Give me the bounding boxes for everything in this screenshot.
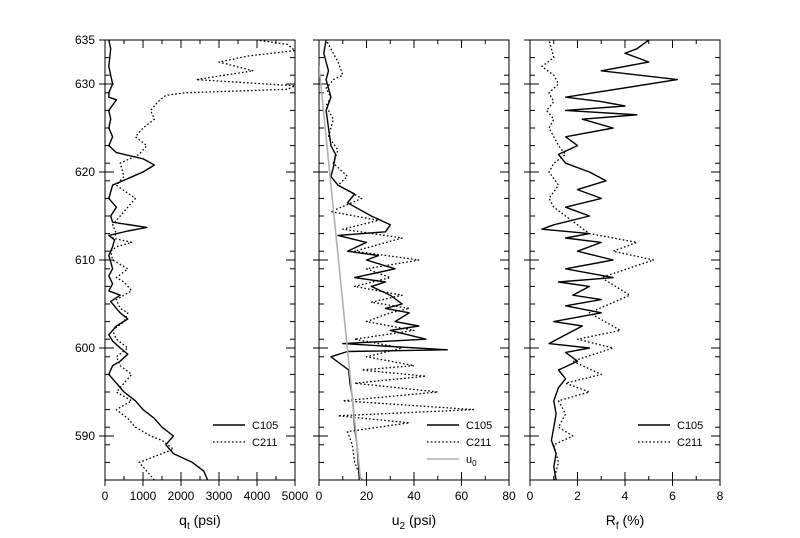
x-axis-title-qt: qt (psi): [179, 512, 221, 532]
legend-label-u2: u0: [466, 454, 477, 468]
x-tick-label: 6: [669, 489, 676, 503]
x-tick-label: 3000: [206, 489, 233, 503]
legend-label-rf: C211: [677, 437, 702, 449]
y-tick-label: 630: [75, 77, 95, 91]
series-line-u2-C211: [325, 40, 475, 480]
series-line-qt-C105: [108, 40, 209, 480]
legend-label-rf: C105: [677, 420, 703, 432]
panel-frame-qt: [104, 39, 296, 481]
legend-label-qt: C211: [252, 437, 277, 449]
x-axis-title-u2: u2 (psi): [392, 512, 436, 532]
y-tick-label: 600: [75, 341, 95, 355]
legend-label-qt: C105: [252, 420, 278, 432]
x-tick-label: 5000: [282, 489, 309, 503]
x-tick-label: 2: [574, 489, 581, 503]
series-line-u2-C105: [323, 40, 448, 480]
x-tick-label: 8: [717, 489, 724, 503]
x-tick-label: 2000: [168, 489, 195, 503]
series-line-u2-u0: [319, 66, 362, 480]
x-tick-label: 4: [622, 489, 629, 503]
y-tick-label: 590: [75, 429, 95, 443]
x-tick-label: 0: [102, 489, 109, 503]
series-line-rf-C211: [541, 40, 655, 480]
y-tick-label: 610: [75, 253, 95, 267]
x-tick-label: 4000: [244, 489, 271, 503]
series-line-qt-C211: [110, 40, 295, 480]
series-line-rf-C105: [541, 40, 678, 480]
x-tick-label: 40: [407, 489, 421, 503]
y-tick-label: 620: [75, 165, 95, 179]
legend-label-u2: C105: [466, 420, 492, 432]
x-tick-label: 0: [316, 489, 323, 503]
x-axis-title-rf: Rf (%): [606, 512, 645, 532]
x-tick-label: 20: [360, 489, 374, 503]
panel-frame-u2: [318, 39, 510, 481]
x-tick-label: 1000: [130, 489, 157, 503]
legend-label-u2: C211: [466, 437, 491, 449]
x-tick-label: 80: [502, 489, 516, 503]
x-tick-label: 0: [527, 489, 534, 503]
x-tick-label: 60: [455, 489, 469, 503]
y-tick-label: 635: [75, 33, 95, 47]
